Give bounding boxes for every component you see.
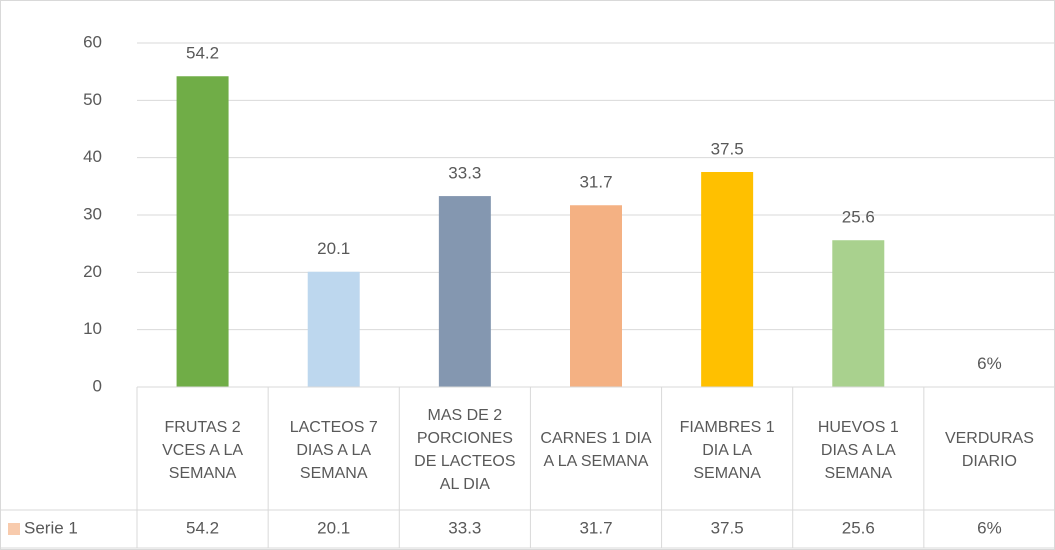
y-tick-label: 60: [83, 32, 102, 51]
x-tick-label: FIAMBRES 1 DIA LA SEMANA: [679, 418, 775, 482]
table-cell: 37.5: [711, 518, 744, 537]
table-cell: 31.7: [579, 518, 612, 537]
x-tick-label: MAS DE 2 PORCIONES DE LACTEOS AL DIA: [414, 407, 516, 493]
y-tick-label: 50: [83, 90, 102, 109]
table-cell: 20.1: [317, 518, 350, 537]
table-cell: 33.3: [448, 518, 481, 537]
data-label: 20.1: [317, 239, 350, 258]
bar: [701, 172, 754, 387]
y-tick-label: 10: [83, 319, 102, 338]
bar: [307, 271, 360, 387]
legend-label: Serie 1: [24, 518, 78, 537]
x-tick-label: VERDURAS DIARIO: [944, 430, 1034, 470]
y-tick-label: 30: [83, 204, 102, 223]
y-tick-label: 0: [93, 376, 102, 395]
bar: [570, 205, 622, 387]
x-tick-label: FRUTAS 2 VCES A LA SEMANA: [162, 418, 244, 482]
legend-key: [8, 523, 20, 535]
table-cell: 6%: [977, 518, 1002, 537]
x-tick-label: HUEVOS 1 DIAS A LA SEMANA: [817, 418, 899, 482]
data-label: 6%: [977, 354, 1002, 373]
bar: [832, 240, 885, 387]
data-label: 25.6: [842, 208, 875, 227]
data-label: 54.2: [186, 44, 219, 63]
x-tick-label: LACTEOS 7 DIAS A LA SEMANA: [289, 418, 378, 482]
bar: [176, 76, 229, 388]
y-tick-label: 20: [83, 262, 102, 281]
x-tick-label: CARNES 1 DIA A LA SEMANA: [540, 430, 652, 470]
data-label: 31.7: [579, 173, 612, 192]
table-cell: 25.6: [842, 518, 875, 537]
bar: [438, 196, 491, 387]
data-label: 33.3: [448, 164, 481, 183]
data-label: 37.5: [711, 139, 744, 158]
y-tick-label: 40: [83, 147, 102, 166]
table-cell: 54.2: [186, 518, 219, 537]
